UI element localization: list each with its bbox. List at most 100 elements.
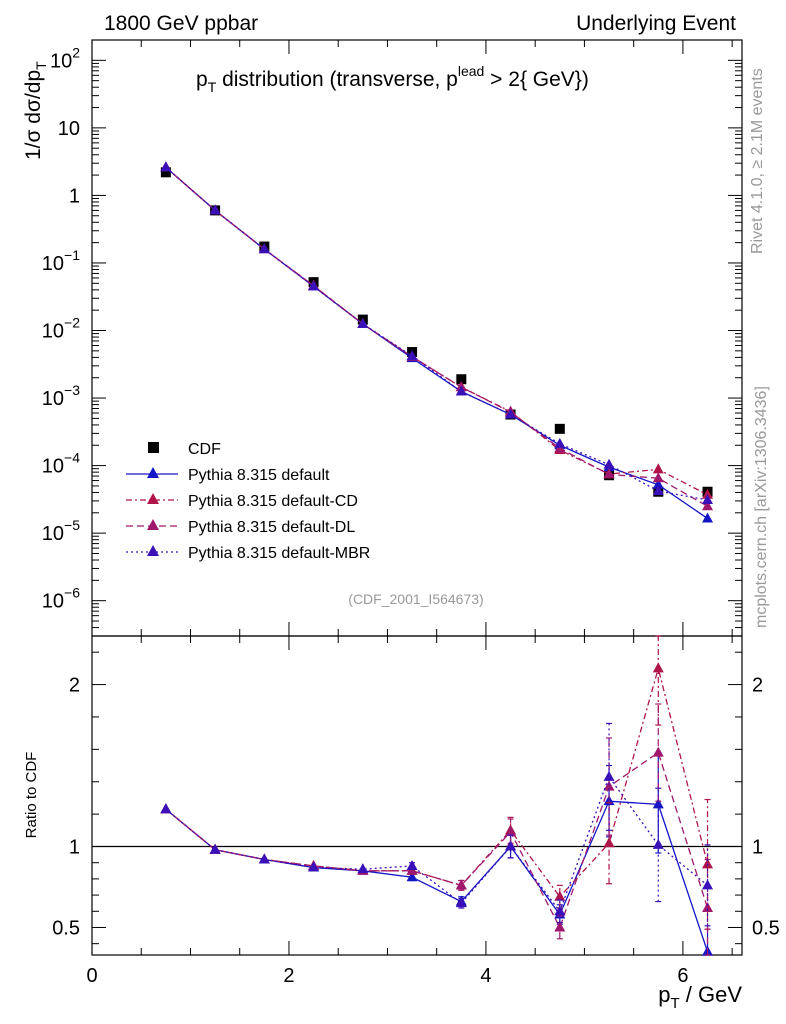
series-line-2 [165,166,708,496]
y-tick-label: 10−6 [42,585,80,613]
y-tick-exponent: −1 [64,247,80,263]
ratio-data-point [406,859,418,870]
y-tick-exponent: −6 [64,585,80,601]
y-tick-exponent: −2 [64,315,80,331]
data-point-triangle [652,463,664,474]
data-point-cdf [160,167,171,178]
main-y-label-main: 1/σ dσ/dp [22,70,45,160]
y-tick-label: 10−4 [42,450,80,478]
y-tick-label: 10−5 [42,517,80,545]
ratio-y-tick-label-right: 0.5 [752,917,780,939]
y-tick-base: 10 [42,321,64,343]
ratio-data-point [209,843,221,854]
ratio-data-point [406,871,418,882]
data-point-triangle [357,317,369,328]
ratio-y-tick-label-right: 1 [752,837,763,859]
legend-label: Pythia 8.315 default-MBR [188,545,370,562]
main-y-label: 1/σ dσ/dpT [22,61,49,160]
ratio-data-point [603,770,615,781]
data-point-triangle [505,408,517,419]
title-mid: distribution (transverse, p [216,68,458,91]
data-point-triangle [406,349,418,360]
y-tick-base: 10 [42,388,64,410]
ratio-data-point [505,840,517,851]
legend: CDF Pythia 8.315 default Pythia 8.315 defa… [126,441,370,562]
header-right: Underlying Event [576,12,736,35]
main-series-group [160,161,714,523]
data-point-triangle [652,485,664,496]
y-tick-label: 10−1 [42,247,80,275]
data-point-triangle [603,468,615,479]
title-p-sub: T [208,79,217,95]
ratio-data-point [160,803,172,814]
data-point-triangle [652,478,664,489]
ratio-data-point [258,853,270,864]
x-label-sub: T [670,995,679,1012]
data-point-triangle [702,488,714,499]
x-label-p: p [658,982,670,1007]
data-point-triangle [554,437,566,448]
ratio-data-point [652,838,664,849]
ratio-plot-frame [91,635,743,956]
y-tick-label: 10−2 [42,315,80,343]
ratio-data-point [702,879,714,890]
y-tick-exponent: 2 [72,44,80,60]
data-point-triangle [455,385,467,396]
data-point-triangle [652,472,664,483]
ratio-data-point [603,780,615,791]
mcplots-label: mcplots.cern.ch [arXiv:1306.3436] [753,386,770,628]
x-tick-label: 0 [86,965,97,987]
legend-label: Pythia 8.315 default [188,467,330,484]
x-tick-label: 4 [480,965,491,987]
legend-label: Pythia 8.315 default-DL [188,519,355,536]
series-line-1 [165,166,708,519]
ratio-data-point [505,825,517,836]
ratio-data-point [652,798,664,809]
ratio-y-tick-label-left: 0.5 [52,917,80,939]
y-tick-label: 10 [58,118,80,140]
data-point-triangle [209,204,221,215]
data-point-triangle [702,500,714,511]
data-point-triangle [702,493,714,504]
ratio-axis-ticks: 0.5 0.5 1 1 2 2 0 2 4 6 [52,636,780,987]
y-tick-label: 102 [50,44,80,72]
y-tick-label: 1 [69,185,80,207]
x-tick-label: 6 [677,965,688,987]
ratio-data-point [603,837,615,848]
rivet-label: Rivet 4.1.0, ≥ 2.1M events [749,68,766,254]
data-point-cdf [554,423,565,434]
y-tick-exponent: −5 [64,517,80,533]
ratio-data-point [455,897,467,908]
ratio-y-label: Ratio to CDF [23,752,40,839]
ratio-data-point [357,863,369,874]
y-tick-exponent: −3 [64,382,80,398]
analysis-id: (CDF_2001_I564673) [348,591,483,607]
data-point-triangle [603,458,615,469]
series-line-3 [165,166,708,507]
ratio-data-point [652,746,664,757]
data-point-triangle [258,243,270,254]
y-tick-base: 10 [42,456,64,478]
ratio-y-tick-label-left: 1 [69,837,80,859]
ratio-data-point [554,905,566,916]
data-point-triangle [308,280,320,291]
legend-marker-triangle [147,545,159,556]
legend-label: CDF [188,441,221,458]
x-axis-label: pT / GeV [658,982,742,1012]
ratio-data-point [702,902,714,913]
series-line-4 [165,166,708,501]
ratio-series-group [160,635,714,956]
legend-marker-square [148,442,159,453]
x-label-tail: / GeV [680,982,743,1007]
y-tick-base: 10 [42,523,64,545]
ratio-data-point [652,662,664,673]
main-title: pT distribution (transverse, plead > 2{ … [196,63,589,95]
ratio-series-line-0 [165,800,709,952]
y-tick-base: 10 [42,253,64,275]
data-point-triangle [160,161,172,172]
title-tail: > 2{ GeV}) [484,68,589,91]
title-lead-sup: lead [458,63,484,79]
data-point-triangle [702,512,714,523]
ratio-data-point [455,879,467,890]
